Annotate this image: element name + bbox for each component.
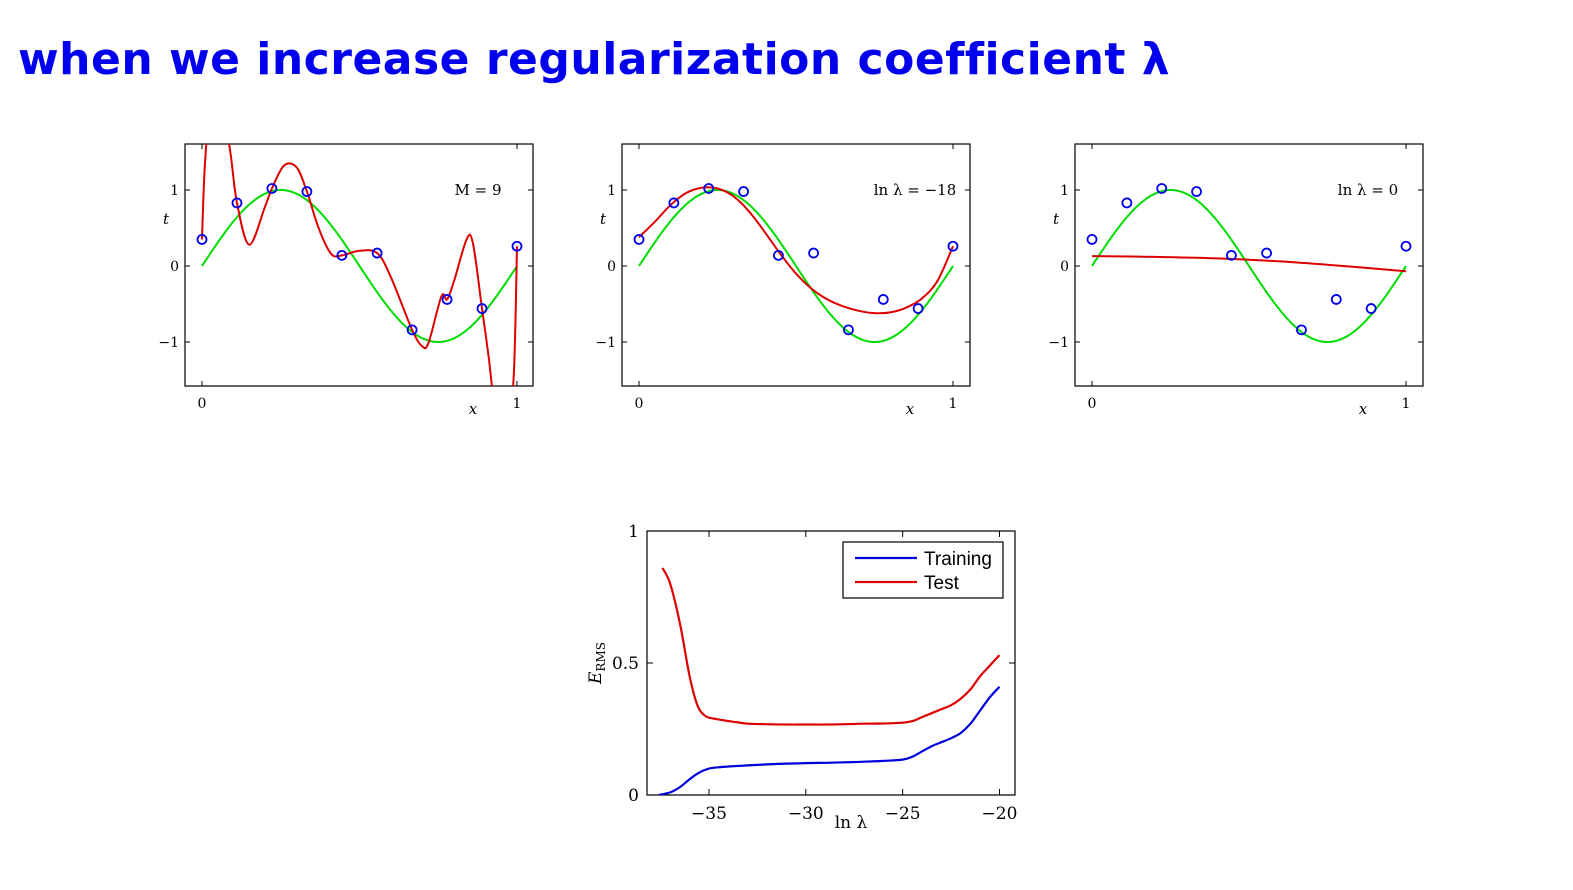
x-axis-label: x <box>469 400 478 418</box>
data-point <box>196 233 208 245</box>
data-point <box>406 324 418 336</box>
fitted-curve <box>201 144 518 386</box>
y-tick-label: 1 <box>1060 183 1069 199</box>
true-curve <box>201 188 518 344</box>
true-curve <box>1091 188 1407 344</box>
y-tick-label: 0 <box>628 786 639 806</box>
y-tick-label: 0.5 <box>612 654 639 674</box>
panel-annotation: ln λ = −18 <box>874 181 957 199</box>
y-tick-label: 1 <box>170 183 179 199</box>
x-tick-label: −20 <box>982 804 1018 824</box>
y-axis-label-main: E <box>586 671 606 685</box>
data-point <box>1156 183 1168 194</box>
data-point <box>1400 240 1412 252</box>
y-axis-label: t <box>1053 210 1060 228</box>
y-tick-label: 0 <box>607 259 616 275</box>
data-point <box>808 247 819 259</box>
data-point <box>336 249 348 261</box>
y-tick-label: 0 <box>170 259 179 275</box>
x-tick-label: 0 <box>198 396 207 412</box>
series-line-training <box>658 686 1001 795</box>
data-point <box>703 183 715 194</box>
y-tick-label: −1 <box>595 335 616 351</box>
data-point <box>773 249 784 261</box>
data-point <box>668 197 680 209</box>
fitted-curve <box>1091 255 1407 273</box>
data-point <box>1121 197 1133 209</box>
legend: Training Test <box>842 541 1004 599</box>
y-tick-label: −1 <box>1048 335 1069 351</box>
x-tick-label: 1 <box>1402 396 1411 412</box>
legend-box <box>842 541 1004 599</box>
panel-erms: 0 0.5 1 −35 −30 −25 −20 ln λ ERMS Training Test <box>586 522 1017 833</box>
data-point <box>738 186 749 197</box>
data-point <box>441 294 453 305</box>
legend-label: Test <box>924 573 960 594</box>
series-line-test <box>661 567 1001 726</box>
y-axis-label: ERMS <box>586 642 608 685</box>
y-axis-label: t <box>600 210 607 228</box>
data-point <box>1086 233 1098 245</box>
y-tick-label: 1 <box>607 183 616 199</box>
x-axis-label: ln λ <box>835 813 868 833</box>
data-point <box>231 197 243 209</box>
x-tick-label: 1 <box>513 396 522 412</box>
x-tick-label: 1 <box>949 396 958 412</box>
data-point <box>877 294 889 305</box>
panel-annotation: ln λ = 0 <box>1338 181 1398 199</box>
y-tick-label: 1 <box>628 522 639 542</box>
y-axis-label: t <box>163 210 170 228</box>
data-point <box>301 186 313 197</box>
panel-lnlam0: 1 0 −1 0 1 x t ln λ = 0 <box>1048 143 1424 418</box>
x-tick-label: 0 <box>1088 396 1097 412</box>
legend-label: Training <box>924 549 992 570</box>
x-tick-label: −35 <box>691 804 727 824</box>
x-axis-label: x <box>906 400 915 418</box>
data-point <box>843 324 854 336</box>
y-tick-label: −1 <box>158 335 179 351</box>
panel-annotation: M = 9 <box>454 181 501 199</box>
fitted-curve <box>638 186 954 315</box>
data-point <box>371 247 383 259</box>
y-axis-label-sub: RMS <box>594 642 608 672</box>
data-point <box>476 303 488 314</box>
x-tick-label: −30 <box>788 804 824 824</box>
slide-title: when we increase regularization coeffici… <box>18 34 1171 85</box>
x-tick-label: 0 <box>635 396 644 412</box>
data-point <box>266 183 278 194</box>
y-tick-label: 0 <box>1060 259 1069 275</box>
data-point <box>633 233 645 245</box>
panel-lnlam-18: 1 0 −1 0 1 x t ln λ = −18 <box>595 143 971 418</box>
data-point <box>912 303 924 314</box>
x-axis-label: x <box>1359 400 1368 418</box>
panel-m9: 1 0 −1 0 1 x t M = 9 <box>158 143 534 418</box>
x-tick-label: −25 <box>885 804 921 824</box>
data-point <box>1261 247 1272 259</box>
data-point <box>1191 186 1202 197</box>
data-point <box>511 240 523 252</box>
data-point <box>947 240 959 252</box>
true-curve <box>638 188 954 344</box>
data-point <box>1226 249 1237 261</box>
data-point <box>1365 303 1377 314</box>
data-point <box>1330 294 1342 305</box>
data-point <box>1296 324 1307 336</box>
